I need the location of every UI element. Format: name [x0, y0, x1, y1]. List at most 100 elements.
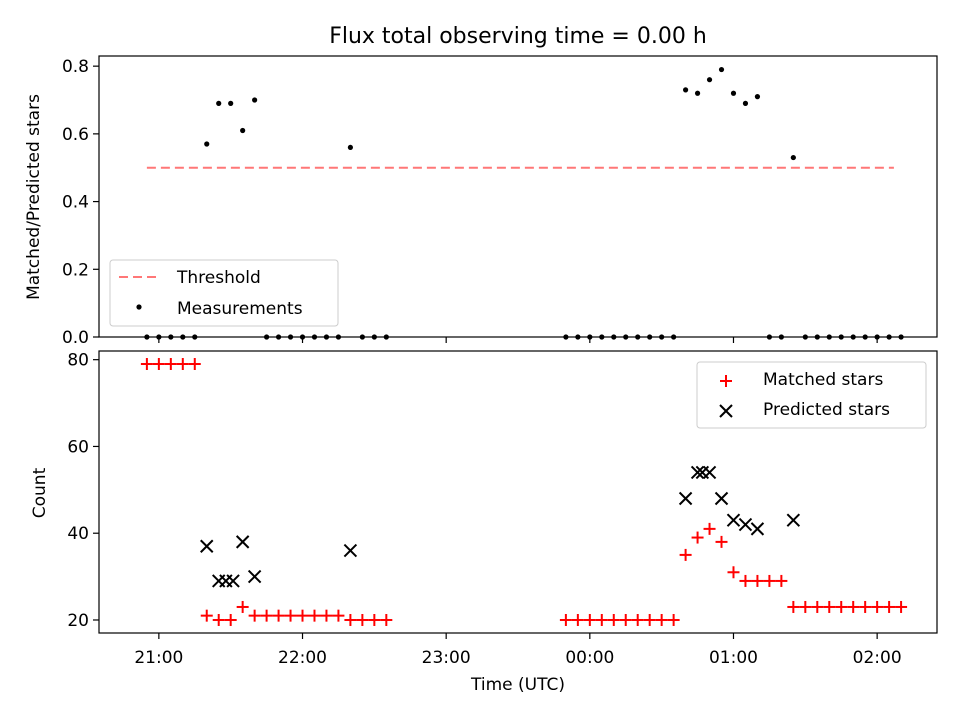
- matched-stars-point: [212, 613, 225, 626]
- matched-stars-point: [176, 358, 189, 371]
- measurements-point: [683, 87, 689, 93]
- y-tick-label: 0.2: [62, 260, 89, 280]
- bottom-axes-frame: [98, 350, 938, 634]
- predicted-stars-point: [702, 465, 717, 480]
- top-x-axis: [158, 337, 878, 343]
- matched-stars-point: [847, 600, 860, 613]
- top-panel: 0.00.20.40.60.8 Matched/Predicted stars …: [24, 55, 938, 348]
- x-tick-label: 21:00: [134, 648, 183, 668]
- measurements-point: [730, 90, 737, 96]
- x-tick-label: 02:00: [853, 648, 902, 668]
- x-tick-label: 22:00: [278, 648, 327, 668]
- x-tick-label: 23:00: [422, 648, 471, 668]
- measurements-point: [754, 94, 761, 100]
- matched-stars-point: [236, 600, 249, 613]
- y-tick-label: 0.0: [62, 328, 89, 348]
- predicted-stars-point: [200, 539, 214, 553]
- matched-stars-point: [224, 613, 237, 626]
- legend-matched-label: Matched stars: [763, 370, 883, 390]
- matched-stars-point: [679, 548, 692, 561]
- measurements-point: [347, 144, 353, 151]
- y-tick-label: 80: [67, 351, 89, 371]
- matched-stars-point: [332, 609, 345, 622]
- legend-matched-swatch: [720, 375, 732, 387]
- matched-stars-point: [787, 600, 800, 613]
- top-axes-frame: [98, 55, 938, 338]
- predicted-stars-point: [726, 513, 741, 527]
- matched-stars-point: [811, 600, 824, 613]
- matched-stars-point: [272, 609, 285, 622]
- matched-stars-point: [703, 522, 716, 535]
- figure-title: Flux total observing time = 0.00 h: [329, 24, 707, 49]
- y-tick-label: 40: [67, 524, 89, 544]
- matched-stars-point: [871, 600, 884, 613]
- predicted-stars-point: [738, 517, 753, 532]
- matched-stars-point: [296, 609, 309, 622]
- matched-stars-point: [835, 600, 848, 613]
- matched-stars-point: [715, 535, 728, 548]
- measurements-point: [240, 127, 246, 134]
- top-y-axis-label: Matched/Predicted stars: [24, 94, 44, 300]
- measurements-point: [694, 90, 701, 96]
- y-tick-label: 0.8: [62, 57, 89, 77]
- x-tick-label: 01:00: [709, 648, 758, 668]
- matched-stars-point: [883, 600, 896, 613]
- matched-stars-point: [308, 609, 321, 622]
- matched-stars-point: [667, 613, 680, 626]
- x-axis-label: Time (UTC): [470, 675, 565, 695]
- legend-predicted-swatch: [719, 404, 733, 418]
- matched-stars-point: [380, 613, 393, 626]
- measurements-point: [706, 77, 713, 83]
- predicted-stars-point: [750, 522, 765, 536]
- measurements-point: [718, 66, 725, 73]
- matched-stars-point: [643, 613, 656, 626]
- predicted-stars-point: [343, 543, 358, 558]
- measurements-point: [790, 154, 796, 161]
- matched-stars-point: [595, 613, 608, 626]
- matched-stars-point: [655, 613, 668, 626]
- matched-stars-point: [727, 566, 740, 579]
- matched-stars-point: [571, 613, 584, 626]
- bottom-legend-box: [696, 361, 927, 429]
- matched-stars-point: [583, 613, 596, 626]
- bottom-y-axis: 20 40 60 80: [67, 351, 99, 631]
- predicted-stars-point: [690, 465, 705, 480]
- measurements-point: [742, 100, 749, 106]
- matched-stars-point: [140, 358, 153, 371]
- matched-stars-point: [859, 600, 872, 613]
- y-tick-label: 0.4: [62, 193, 89, 213]
- top-y-axis: 0.0 0.2 0.4 0.6 0.8: [62, 57, 99, 348]
- matched-stars-point: [763, 574, 776, 587]
- measurements-point: [228, 100, 234, 106]
- legend-predicted-label: Predicted stars: [763, 400, 890, 420]
- matched-stars-point: [284, 609, 297, 622]
- matched-stars-point: [164, 358, 177, 371]
- matched-stars-point: [320, 609, 333, 622]
- measurements-point: [252, 97, 258, 103]
- matched-stars-point: [248, 609, 261, 622]
- matched-stars-point: [152, 358, 165, 371]
- matched-stars-point: [775, 574, 788, 587]
- x-tick-label: 00:00: [565, 648, 614, 668]
- matched-stars-point: [368, 613, 381, 626]
- matched-stars-point: [823, 600, 836, 613]
- bottom-y-axis-label: Count: [30, 467, 50, 518]
- predicted-stars-point: [678, 491, 693, 506]
- matched-stars-point: [559, 613, 572, 626]
- measurements-point: [204, 141, 210, 147]
- matched-stars-point: [691, 531, 704, 544]
- measurements-point: [216, 100, 222, 106]
- matched-stars-point: [631, 613, 644, 626]
- legend-measurements-swatch: [136, 304, 142, 310]
- y-tick-label: 60: [67, 437, 89, 457]
- matched-stars-point: [200, 609, 213, 622]
- bottom-plot-area: [140, 358, 908, 626]
- top-legend: Threshold Measurements: [109, 259, 339, 327]
- matched-stars-point: [607, 613, 620, 626]
- y-tick-label: 20: [67, 611, 89, 631]
- predicted-stars-point: [247, 569, 262, 584]
- bottom-x-axis: 21:00 22:00 23:00 00:00 01:00 02:00: [134, 633, 902, 668]
